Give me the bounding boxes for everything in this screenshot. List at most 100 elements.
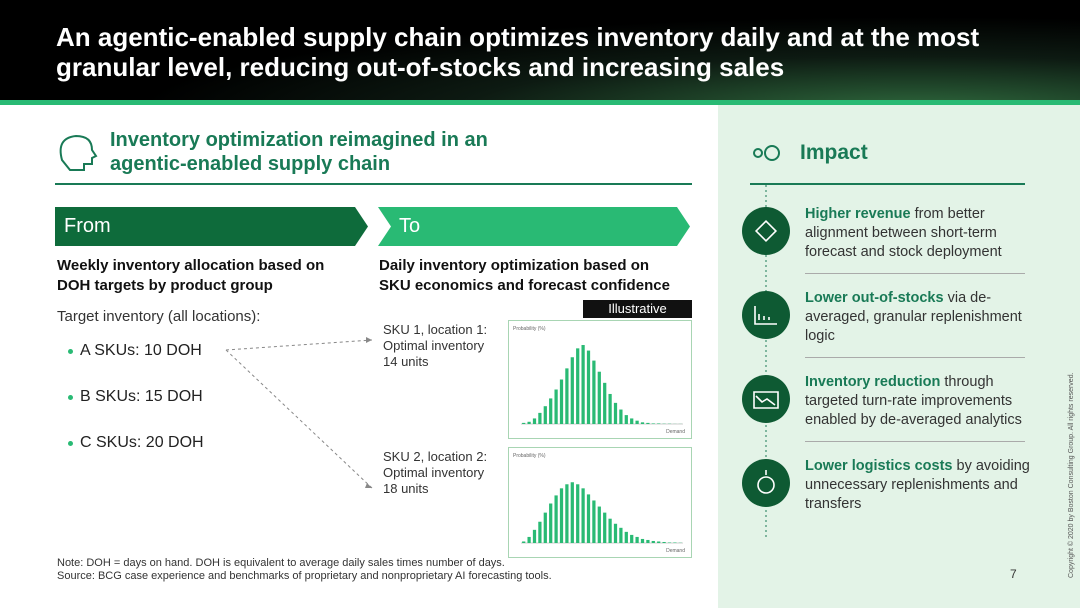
doh-item: A SKUs: 10 DOH xyxy=(68,342,202,359)
bar xyxy=(635,536,639,543)
bar xyxy=(592,360,596,424)
bar xyxy=(538,521,542,543)
histogram-plot: Probability (%) Demand xyxy=(513,453,685,554)
y-axis-label: Probability (%) xyxy=(513,326,546,332)
bar xyxy=(576,348,580,424)
bar xyxy=(651,423,655,424)
to-description: Daily inventory optimization based on SK… xyxy=(379,257,670,294)
bar xyxy=(667,542,672,543)
separator xyxy=(805,357,1025,358)
bar xyxy=(624,531,628,543)
sku-label: SKU 2, location 2: xyxy=(383,449,488,464)
bar xyxy=(522,422,526,424)
bar xyxy=(646,422,650,424)
impact-panel xyxy=(718,105,1080,608)
bar xyxy=(630,534,634,543)
note: Source: BCG case experience and benchmar… xyxy=(57,570,552,582)
header xyxy=(0,0,1080,101)
from-label: From xyxy=(64,215,111,237)
bar xyxy=(565,484,569,543)
bar xyxy=(640,538,645,543)
bar xyxy=(570,357,574,424)
bar xyxy=(603,382,607,424)
bar xyxy=(597,506,601,543)
bar xyxy=(565,368,569,424)
impact-item: Inventory reduction through targeted tur… xyxy=(805,373,1033,430)
bar xyxy=(619,527,623,543)
bar xyxy=(527,421,531,424)
bar xyxy=(635,420,639,424)
bar xyxy=(640,422,645,424)
bar xyxy=(608,393,612,424)
impact-item: Lower logistics costs by avoiding unnece… xyxy=(805,457,1033,514)
bar xyxy=(592,500,596,543)
bar xyxy=(646,539,650,543)
sku-text: Optimal inventory xyxy=(383,465,485,480)
bar xyxy=(586,350,591,424)
impact-item-text: by avoiding unnecessary replenishments a… xyxy=(805,458,1030,512)
copyright: Copyright © 2020 by Boston Consulting Gr… xyxy=(1068,372,1075,578)
bar xyxy=(581,345,585,424)
bar xyxy=(543,406,547,424)
section-heading: Inventory optimization reimagined in an … xyxy=(110,129,488,175)
badge: Illustrative xyxy=(608,301,667,316)
x-axis-label: Demand xyxy=(666,548,685,554)
separator xyxy=(805,273,1025,274)
bar xyxy=(554,389,558,424)
bar xyxy=(624,415,628,424)
note: Note: DOH = days on hand. DOH is equival… xyxy=(57,557,505,569)
bar xyxy=(527,536,531,543)
y-axis-label: Probability (%) xyxy=(513,453,546,459)
bar xyxy=(549,503,553,543)
bar xyxy=(613,523,618,543)
impact-item-title: Lower out-of-stocks xyxy=(805,290,944,306)
sku-units: 14 units xyxy=(383,354,429,369)
doh-item: C SKUs: 20 DOH xyxy=(68,434,204,451)
bar xyxy=(597,371,601,424)
bar xyxy=(554,495,558,543)
sku-units: 18 units xyxy=(383,481,429,496)
impact-item: Higher revenue from better alignment bet… xyxy=(805,205,1033,262)
impact-title: Impact xyxy=(800,141,868,164)
bar xyxy=(543,512,547,543)
from-description: Weekly inventory allocation based on DOH… xyxy=(57,257,325,294)
page-number: 7 xyxy=(1010,567,1017,581)
bar xyxy=(581,488,585,543)
x-axis-label: Demand xyxy=(666,429,685,435)
impact-item-title: Lower logistics costs xyxy=(805,458,953,474)
bar xyxy=(538,412,542,424)
bar xyxy=(576,484,580,543)
histogram: Probability (%) Demand xyxy=(508,447,692,558)
bar xyxy=(549,398,553,424)
sku-text: Optimal inventory xyxy=(383,338,485,353)
bar xyxy=(662,541,666,543)
impact-item-title: Higher revenue xyxy=(805,206,911,222)
bar xyxy=(619,409,623,424)
impact-item-title: Inventory reduction xyxy=(805,374,941,390)
bar xyxy=(532,529,537,543)
bar xyxy=(570,482,574,543)
impact-item-text: via de-averaged, granular replenishment … xyxy=(805,290,1022,344)
to-label: To xyxy=(399,215,421,237)
target-label: Target inventory (all locations): xyxy=(57,308,261,325)
bar xyxy=(586,494,591,543)
bar xyxy=(532,418,537,424)
bar xyxy=(613,402,618,424)
bar xyxy=(603,512,607,543)
bar xyxy=(657,541,661,543)
bar xyxy=(559,488,564,543)
histogram-plot: Probability (%) Demand xyxy=(513,326,685,435)
impact-item-text: through targeted turn-rate improvements … xyxy=(805,374,1022,428)
separator xyxy=(805,441,1025,442)
bar xyxy=(657,423,661,424)
bar xyxy=(608,518,612,543)
bar xyxy=(559,379,564,424)
impact-item-text: from better alignment between short-term… xyxy=(805,206,1002,260)
bar xyxy=(630,418,634,424)
histogram: Probability (%) Demand xyxy=(508,320,692,439)
impact-item: Lower out-of-stocks via de-averaged, gra… xyxy=(805,289,1033,346)
header-rule xyxy=(0,100,1080,105)
title: An agentic-enabled supply chain optimize… xyxy=(56,22,980,82)
